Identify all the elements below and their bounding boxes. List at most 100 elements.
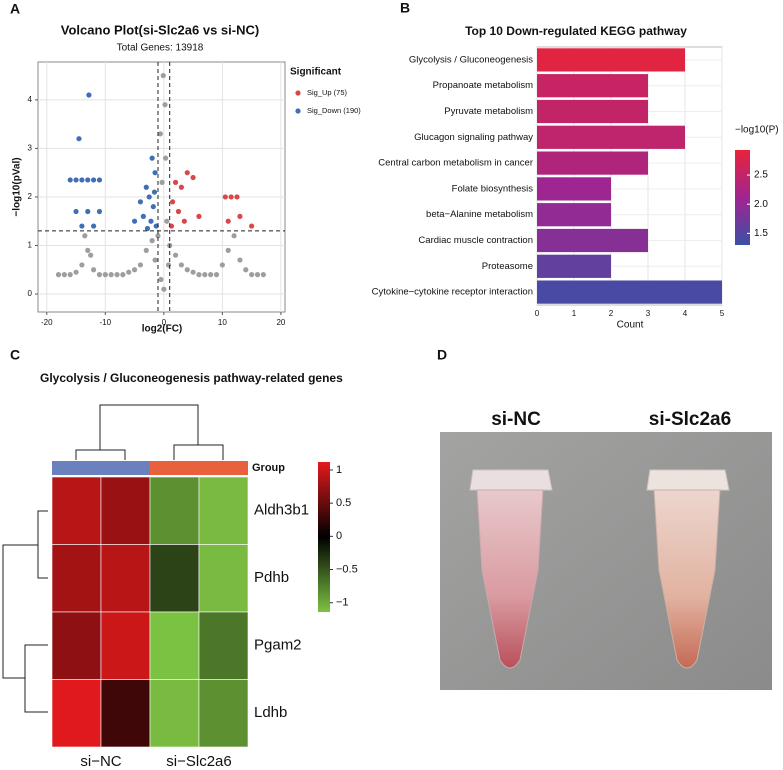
row-label: Ldhb bbox=[254, 704, 287, 721]
bar bbox=[537, 203, 611, 227]
photo-label: si-NC bbox=[491, 409, 541, 430]
bar bbox=[537, 151, 648, 175]
point bbox=[108, 272, 114, 278]
heatmap-cell bbox=[100, 679, 151, 748]
bar bbox=[537, 254, 611, 278]
point bbox=[165, 262, 172, 268]
point bbox=[85, 247, 91, 253]
point bbox=[73, 269, 79, 275]
point bbox=[140, 213, 146, 219]
point bbox=[181, 218, 187, 224]
point bbox=[172, 252, 179, 258]
point bbox=[175, 208, 182, 215]
x-tick-label: 1 bbox=[572, 309, 577, 318]
bar bbox=[537, 74, 648, 98]
point bbox=[213, 272, 220, 278]
point bbox=[219, 262, 225, 268]
chart-title: Top 10 Down-regulated KEGG pathway bbox=[465, 24, 687, 38]
heatmap-cell bbox=[198, 476, 249, 545]
chart-subtitle: Total Genes: 13918 bbox=[117, 43, 204, 54]
point bbox=[196, 272, 202, 278]
x-tick-label: 20 bbox=[276, 318, 285, 327]
point bbox=[178, 262, 185, 268]
heatmap-cell bbox=[51, 679, 102, 748]
point bbox=[158, 276, 164, 283]
heatmap-cell bbox=[100, 611, 151, 680]
x-axis-label: log2(FC) bbox=[142, 324, 183, 335]
bar bbox=[537, 228, 648, 253]
point bbox=[96, 208, 103, 215]
panel-label: B bbox=[400, 0, 410, 16]
x-tick-label: 5 bbox=[720, 309, 725, 318]
point bbox=[86, 92, 92, 98]
y-tick-label: Folate biosynthesis bbox=[452, 183, 534, 194]
point bbox=[190, 174, 196, 181]
point bbox=[126, 269, 132, 275]
point bbox=[131, 218, 138, 224]
point bbox=[170, 199, 176, 205]
row-label: Aldh3b1 bbox=[254, 502, 309, 519]
point bbox=[144, 225, 151, 232]
heatmap-cell bbox=[198, 611, 249, 680]
y-tick-label: Propanoate metabolism bbox=[433, 80, 533, 91]
point bbox=[55, 272, 62, 278]
group-label: si−NC bbox=[80, 753, 121, 770]
point bbox=[143, 184, 149, 190]
point bbox=[73, 208, 79, 215]
point bbox=[254, 272, 261, 278]
point bbox=[196, 213, 202, 219]
point bbox=[160, 72, 166, 79]
tube bbox=[469, 469, 553, 669]
colorbar-tick-label: 2.5 bbox=[754, 170, 768, 181]
point bbox=[131, 267, 138, 273]
panel-label: C bbox=[10, 347, 20, 363]
point bbox=[149, 155, 155, 161]
heatmap-cell bbox=[51, 611, 102, 680]
x-tick-label: 4 bbox=[683, 309, 688, 318]
point bbox=[208, 272, 214, 278]
point bbox=[157, 131, 163, 137]
point bbox=[234, 194, 240, 200]
point bbox=[148, 218, 154, 224]
point bbox=[73, 177, 79, 183]
point bbox=[67, 272, 73, 278]
colorbar-tick-label: 1 bbox=[336, 464, 342, 476]
y-tick-label: Glycolysis / Gluconeogenesis bbox=[409, 54, 533, 65]
bar bbox=[537, 99, 648, 124]
point bbox=[184, 267, 190, 273]
x-tick-label: -10 bbox=[100, 318, 112, 327]
point bbox=[222, 194, 228, 200]
chart-title: Volcano Plot(si-Slc2a6 vs si-NC) bbox=[61, 22, 259, 37]
heatmap-cell bbox=[51, 544, 102, 613]
y-tick-label: Central carbon metabolism in cancer bbox=[378, 158, 533, 169]
x-tick-label: 2 bbox=[609, 309, 614, 318]
heatmap-cell bbox=[149, 611, 200, 680]
chart-title: Glycolysis / Gluconeogenesis pathway-rel… bbox=[40, 371, 343, 385]
point bbox=[137, 199, 144, 205]
point bbox=[76, 136, 82, 142]
x-axis-label: Count bbox=[617, 320, 644, 331]
y-tick-label: Glucagon signaling pathway bbox=[414, 132, 533, 143]
x-tick-label: 10 bbox=[218, 318, 227, 327]
point bbox=[61, 272, 67, 278]
bar bbox=[537, 48, 685, 72]
panel-label: D bbox=[437, 347, 447, 363]
point bbox=[228, 194, 234, 200]
y-tick-label: Proteasome bbox=[482, 261, 533, 272]
point bbox=[91, 177, 97, 183]
point bbox=[190, 269, 196, 275]
heatmap-cell bbox=[100, 476, 151, 545]
point bbox=[161, 286, 167, 292]
legend-symbol bbox=[295, 108, 301, 114]
point bbox=[202, 272, 208, 278]
point bbox=[96, 177, 103, 183]
heatmap-cell bbox=[198, 679, 249, 748]
colorbar bbox=[318, 462, 330, 612]
x-tick-label: 0 bbox=[535, 309, 540, 318]
heatmap-cell bbox=[51, 476, 102, 545]
colorbar-tick-label: −1 bbox=[336, 597, 349, 609]
colorbar-title: −log10(P) bbox=[735, 125, 779, 136]
point bbox=[146, 194, 152, 200]
